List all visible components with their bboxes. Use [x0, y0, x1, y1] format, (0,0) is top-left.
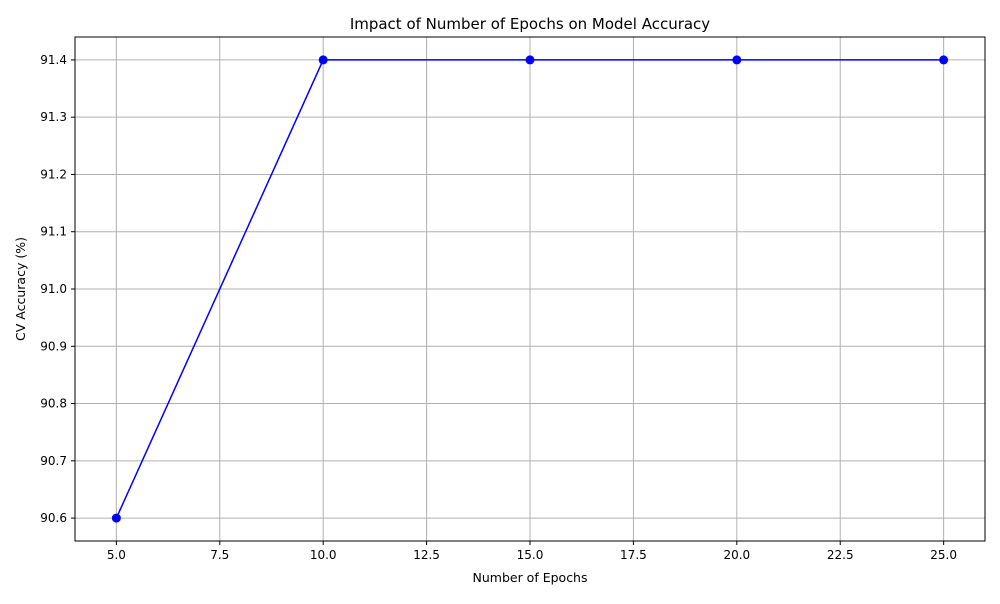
data-point: [318, 55, 328, 65]
y-tick-label: 91.4: [40, 53, 67, 67]
y-tick-label: 90.8: [40, 397, 67, 411]
ticks: 5.0 7.5 10.0 12.5 15.0 17.5 20.0 22.5 25.0 90.6 90…: [40, 53, 957, 562]
x-tick-label: 15.0: [517, 548, 544, 562]
y-tick-label: 91.3: [40, 110, 67, 124]
x-tick-label: 17.5: [620, 548, 647, 562]
x-axis-label: Number of Epochs: [473, 570, 588, 585]
y-axis-label: CV Accuracy (%): [13, 237, 28, 341]
data-point: [939, 55, 949, 65]
x-tick-label: 12.5: [413, 548, 440, 562]
y-tick-label: 91.1: [40, 225, 67, 239]
x-tick-label: 7.5: [210, 548, 229, 562]
data-point: [732, 55, 742, 65]
series-layer: [111, 55, 949, 523]
chart-title: Impact of Number of Epochs on Model Accu…: [350, 15, 710, 33]
y-tick-label: 90.9: [40, 339, 67, 353]
x-tick-label: 10.0: [310, 548, 337, 562]
grid: [75, 37, 985, 541]
y-tick-label: 91.0: [40, 282, 67, 296]
x-tick-label: 5.0: [107, 548, 126, 562]
data-point: [111, 513, 121, 523]
y-tick-label: 90.7: [40, 454, 67, 468]
data-point: [525, 55, 535, 65]
x-tick-label: 20.0: [723, 548, 750, 562]
y-tick-label: 90.6: [40, 511, 67, 525]
x-tick-label: 25.0: [930, 548, 957, 562]
y-tick-label: 91.2: [40, 167, 67, 181]
x-tick-label: 22.5: [827, 548, 854, 562]
